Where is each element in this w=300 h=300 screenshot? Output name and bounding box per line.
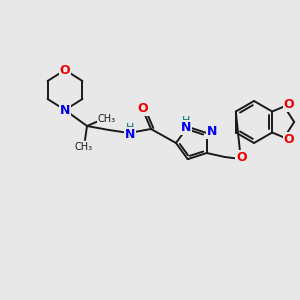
Text: N: N [125,128,135,140]
Text: CH₃: CH₃ [75,142,93,152]
Text: H: H [126,123,134,133]
Text: O: O [284,98,295,111]
Text: N: N [207,124,217,137]
Text: O: O [236,152,247,164]
Text: O: O [284,133,295,146]
Text: O: O [138,101,148,115]
Text: CH₃: CH₃ [98,114,116,124]
Text: O: O [60,64,70,76]
Text: N: N [60,103,70,116]
Text: N: N [181,121,191,134]
Text: H: H [182,116,190,126]
